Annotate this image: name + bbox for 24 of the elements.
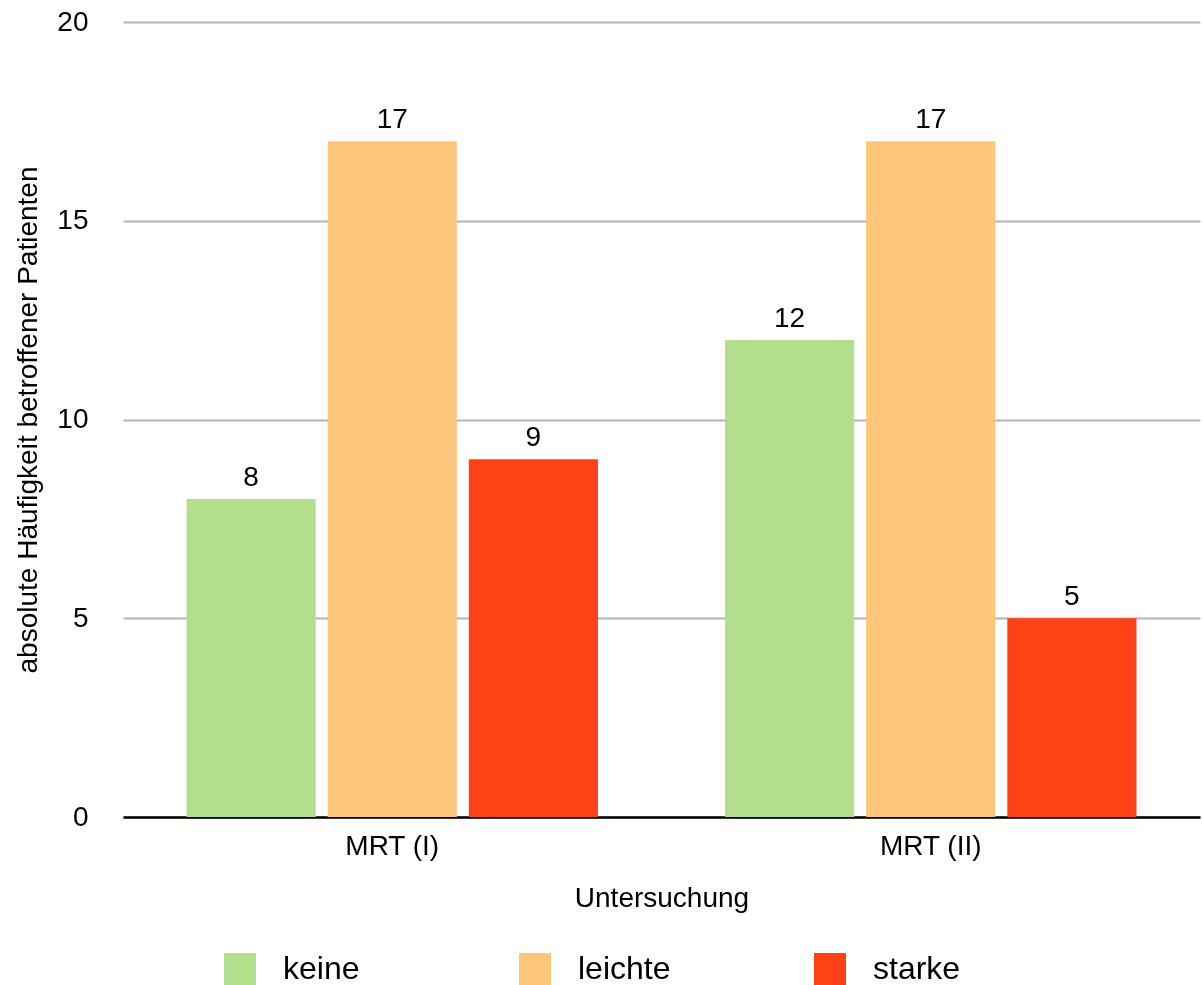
- data-label: 17: [376, 103, 408, 135]
- bar: [468, 459, 598, 817]
- bar: [327, 141, 457, 817]
- x-axis-title: Untersuchung: [574, 881, 750, 913]
- x-tick-label: MRT (II): [879, 829, 982, 861]
- data-label: 8: [243, 461, 259, 492]
- y-tick-label: 5: [72, 601, 89, 633]
- y-tick-label: 20: [57, 5, 89, 37]
- y-tick-label: 15: [57, 204, 89, 236]
- legend-label: leichte: [578, 950, 671, 985]
- bar: [186, 499, 316, 817]
- y-axis-title: absolute Häufigkeit betroffener Patienten: [11, 166, 43, 674]
- data-label: 17: [915, 103, 947, 135]
- bar: [1007, 618, 1137, 817]
- legend-label: keine: [283, 950, 360, 985]
- legend-label: starke: [873, 950, 961, 985]
- y-tick-label: 10: [57, 403, 89, 434]
- data-label: 9: [525, 421, 542, 453]
- bar: [725, 340, 855, 817]
- data-label: 12: [774, 302, 806, 333]
- y-tick-label: 0: [72, 800, 89, 832]
- bar: [866, 141, 996, 817]
- data-label: 5: [1064, 580, 1080, 612]
- x-tick-label: MRT (I): [345, 829, 440, 861]
